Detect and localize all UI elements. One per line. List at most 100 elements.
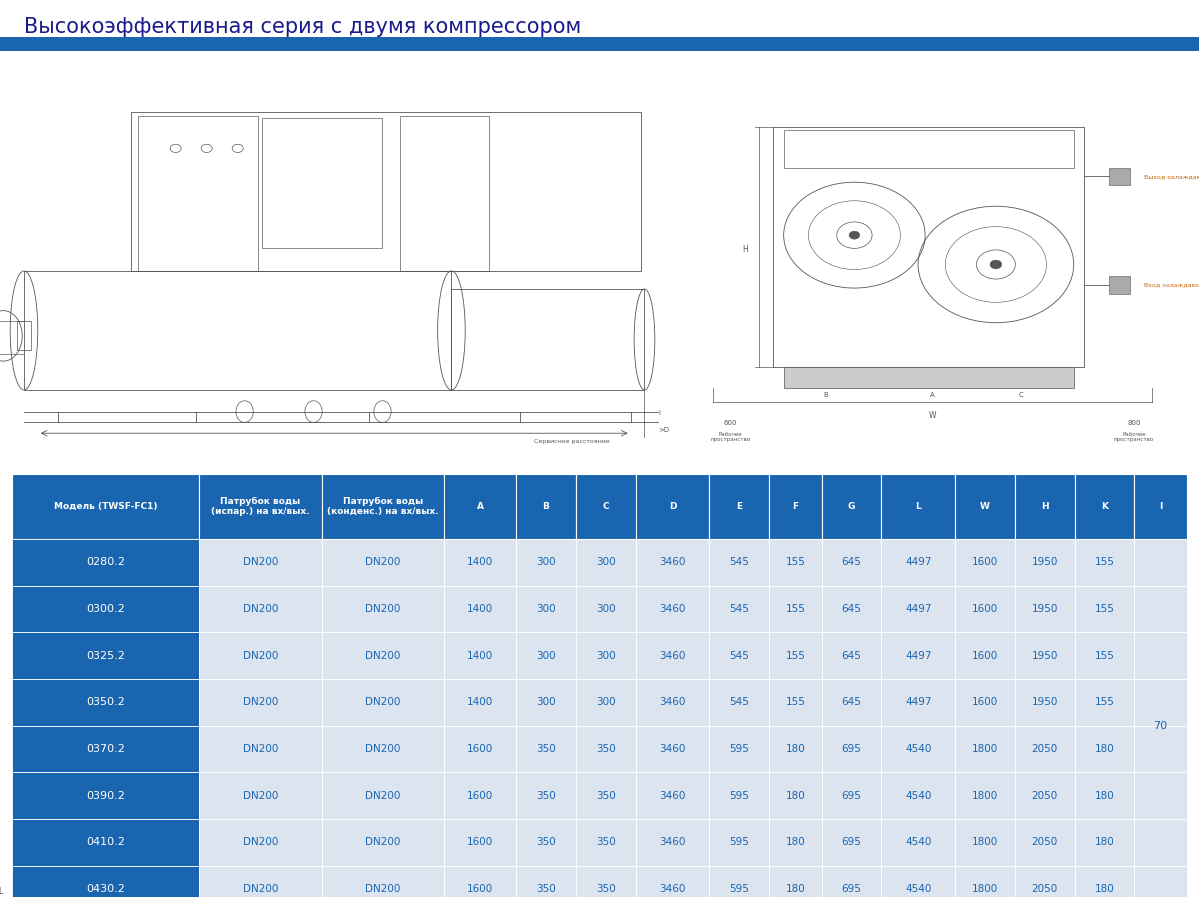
Bar	[138, 116, 259, 271]
Text: 180: 180	[1095, 790, 1114, 801]
Text: 1600: 1600	[972, 604, 998, 614]
Text: 1800: 1800	[972, 790, 998, 801]
Bar	[710, 679, 769, 726]
Text: L: L	[0, 887, 2, 896]
Bar	[635, 632, 710, 679]
Bar	[710, 866, 769, 897]
Text: 350: 350	[536, 837, 556, 848]
Text: 600: 600	[724, 420, 737, 426]
Bar	[1014, 866, 1074, 897]
Bar	[576, 679, 635, 726]
Bar	[444, 586, 516, 632]
Bar	[956, 819, 1014, 866]
Text: 155: 155	[785, 557, 806, 568]
Bar	[199, 539, 321, 586]
Bar	[635, 866, 710, 897]
Bar	[881, 474, 956, 539]
Text: 4497: 4497	[905, 557, 932, 568]
Bar	[710, 772, 769, 819]
Bar	[784, 367, 1073, 388]
Text: 1800: 1800	[972, 744, 998, 754]
Text: W: W	[928, 411, 936, 420]
Bar	[769, 586, 821, 632]
Text: Модель (TWSF-FC1): Модель (TWSF-FC1)	[54, 501, 157, 511]
Bar	[821, 726, 881, 772]
Bar	[1134, 586, 1187, 632]
Bar	[1074, 586, 1134, 632]
Bar	[821, 539, 881, 586]
Text: 1600: 1600	[972, 557, 998, 568]
Text: 3460: 3460	[659, 884, 686, 894]
Bar	[956, 586, 1014, 632]
Bar	[12, 772, 199, 819]
Bar	[576, 866, 635, 897]
Text: Вход охлаждающей воды: Вход охлаждающей воды	[1144, 283, 1199, 288]
Bar	[1074, 819, 1134, 866]
Bar	[576, 474, 635, 539]
Text: 1600: 1600	[466, 884, 493, 894]
Bar	[199, 726, 321, 772]
Text: Рабочее
пространство: Рабочее пространство	[711, 431, 751, 442]
Bar	[635, 539, 710, 586]
Bar	[1014, 586, 1074, 632]
Bar	[444, 679, 516, 726]
Bar	[12, 726, 199, 772]
Text: Сервисное расстояние: Сервисное расстояние	[535, 439, 610, 444]
Bar	[881, 679, 956, 726]
Text: DN200: DN200	[243, 697, 278, 708]
Bar	[131, 112, 641, 271]
Text: 595: 595	[729, 884, 749, 894]
Text: 695: 695	[842, 837, 862, 848]
Text: 1950: 1950	[1031, 557, 1058, 568]
Bar	[1134, 474, 1187, 539]
Bar	[199, 474, 321, 539]
Text: 1800: 1800	[972, 884, 998, 894]
Text: 595: 595	[729, 744, 749, 754]
Bar	[635, 586, 710, 632]
Bar	[881, 866, 956, 897]
Text: C: C	[602, 501, 609, 511]
Text: 155: 155	[785, 604, 806, 614]
Bar	[444, 819, 516, 866]
Bar	[12, 539, 199, 586]
Text: 0300.2: 0300.2	[86, 604, 125, 614]
Text: Патрубок воды
(конденс.) на вх/вых.: Патрубок воды (конденс.) на вх/вых.	[327, 497, 439, 516]
Bar	[881, 539, 956, 586]
Bar	[199, 866, 321, 897]
Bar	[321, 586, 444, 632]
Bar	[199, 632, 321, 679]
Bar	[1074, 866, 1134, 897]
Bar	[1014, 474, 1074, 539]
Text: DN200: DN200	[366, 744, 400, 754]
Text: 350: 350	[536, 790, 556, 801]
Text: K: K	[1101, 501, 1108, 511]
Text: DN200: DN200	[366, 604, 400, 614]
Text: 0410.2: 0410.2	[86, 837, 125, 848]
Text: Патрубок воды
(испар.) на вх/вых.: Патрубок воды (испар.) на вх/вых.	[211, 497, 309, 516]
Text: DN200: DN200	[243, 557, 278, 568]
Text: 0350.2: 0350.2	[86, 697, 125, 708]
Bar	[444, 772, 516, 819]
Text: 70: 70	[1153, 720, 1168, 731]
Bar	[0, 37, 1199, 51]
Text: 1600: 1600	[972, 650, 998, 661]
Text: 1950: 1950	[1031, 697, 1058, 708]
Bar	[321, 726, 444, 772]
Bar	[1134, 679, 1187, 726]
Text: 545: 545	[729, 697, 749, 708]
Bar	[1134, 632, 1187, 679]
Text: 695: 695	[842, 884, 862, 894]
Text: 2050: 2050	[1031, 837, 1058, 848]
Text: H: H	[1041, 501, 1048, 511]
Text: 3460: 3460	[659, 790, 686, 801]
Text: 1950: 1950	[1031, 650, 1058, 661]
Text: 180: 180	[785, 884, 806, 894]
Bar	[1014, 726, 1074, 772]
Text: 1950: 1950	[1031, 604, 1058, 614]
Text: W: W	[980, 501, 990, 511]
Bar	[516, 474, 576, 539]
Bar	[769, 726, 821, 772]
Bar	[199, 819, 321, 866]
Bar	[769, 679, 821, 726]
Text: 645: 645	[842, 697, 862, 708]
